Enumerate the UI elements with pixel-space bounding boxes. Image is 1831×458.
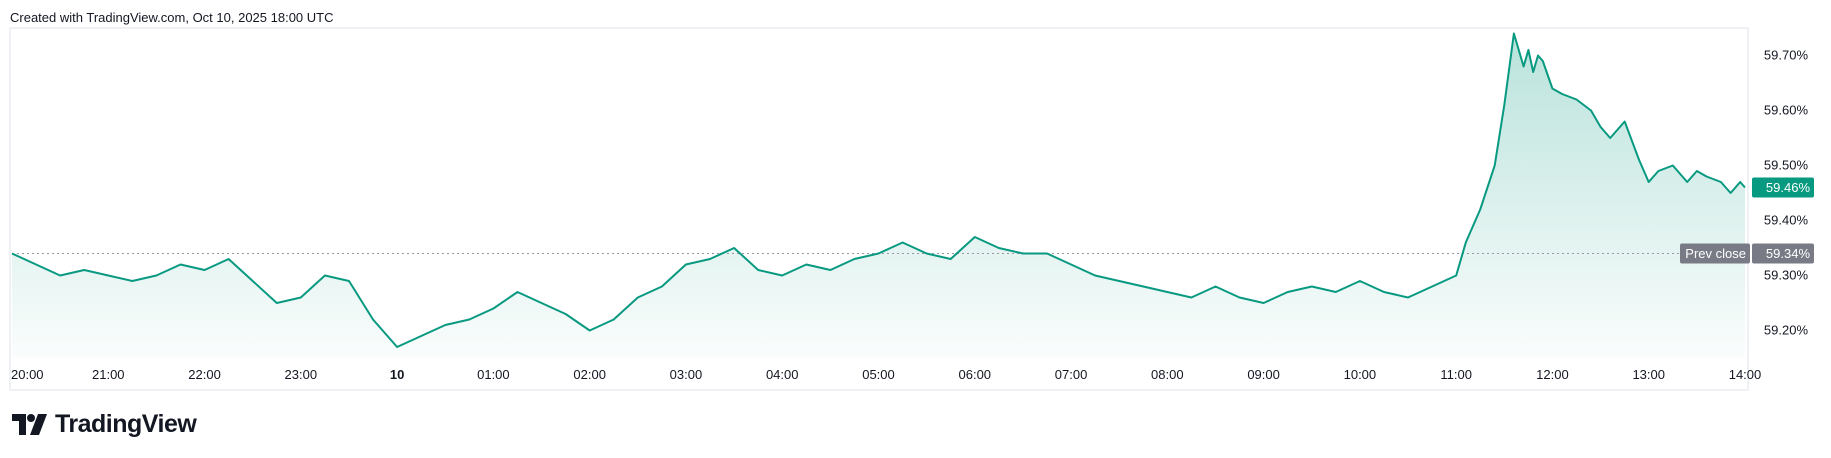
x-tick-label: 22:00 bbox=[188, 367, 221, 382]
series-area bbox=[12, 33, 1745, 358]
x-tick-label: 05:00 bbox=[862, 367, 895, 382]
x-tick-label: 09:00 bbox=[1247, 367, 1280, 382]
x-tick-label: 10 bbox=[390, 367, 404, 382]
x-tick-label: 14:00 bbox=[1729, 367, 1762, 382]
price-chart[interactable]: 59.70% 59.60% 59.50% 59.40% 59.30% 59.20% 20:… bbox=[0, 0, 1831, 400]
y-tick-label: 59.40% bbox=[1764, 213, 1809, 228]
tradingview-wordmark: TradingView bbox=[55, 410, 197, 438]
x-tick-label: 10:00 bbox=[1344, 367, 1377, 382]
x-tick-label: 07:00 bbox=[1055, 367, 1088, 382]
x-tick-label: 13:00 bbox=[1632, 367, 1665, 382]
prev-close-value-label: 59.34% bbox=[1766, 246, 1811, 261]
y-tick-label: 59.60% bbox=[1764, 103, 1809, 118]
x-tick-label: 02:00 bbox=[573, 367, 606, 382]
x-tick-label: 08:00 bbox=[1151, 367, 1184, 382]
y-tick-label: 59.20% bbox=[1764, 323, 1809, 338]
x-tick-label: 06:00 bbox=[959, 367, 992, 382]
tradingview-logo[interactable]: TradingView bbox=[12, 410, 197, 439]
x-tick-label: 04:00 bbox=[766, 367, 799, 382]
x-tick-label: 11:00 bbox=[1440, 367, 1472, 382]
prev-close-badge bbox=[1680, 243, 1750, 264]
prev-close-value-badge bbox=[1752, 243, 1814, 264]
x-tick-label: 20:00 bbox=[11, 367, 44, 382]
prev-close-label: Prev close bbox=[1685, 246, 1746, 261]
x-tick-label: 03:00 bbox=[670, 367, 703, 382]
x-tick-label: 12:00 bbox=[1536, 367, 1569, 382]
y-tick-label: 59.30% bbox=[1764, 268, 1809, 283]
last-price-badge bbox=[1752, 177, 1814, 198]
tradingview-logo-icon bbox=[12, 413, 47, 435]
series-line[interactable] bbox=[11, 32, 1746, 348]
last-price-label: 59.46% bbox=[1766, 180, 1811, 195]
chart-attribution: Created with TradingView.com, Oct 10, 20… bbox=[10, 10, 334, 25]
x-tick-label: 01:00 bbox=[477, 367, 510, 382]
x-tick-label: 23:00 bbox=[285, 367, 318, 382]
x-tick-label: 21:00 bbox=[92, 367, 125, 382]
y-tick-label: 59.70% bbox=[1764, 48, 1809, 63]
y-tick-label: 59.50% bbox=[1764, 158, 1809, 173]
